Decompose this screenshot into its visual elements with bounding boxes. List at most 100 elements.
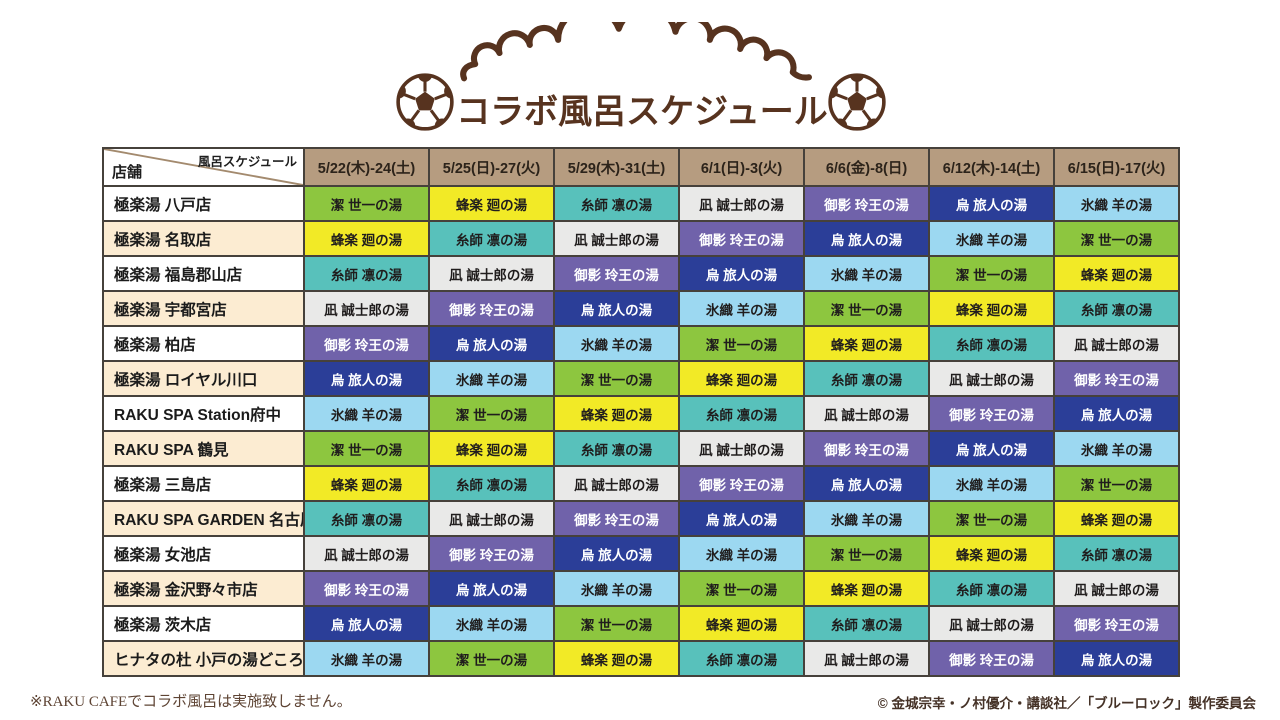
header-row: 風呂スケジュール 店舗 5/22(木)-24(土) 5/25(日)-27(火) … xyxy=(102,147,1180,187)
schedule-cell: 糸師 凛の湯 xyxy=(553,430,680,467)
store-cell: 極楽湯 宇都宮店 xyxy=(102,290,305,327)
soccer-ball-icon xyxy=(828,73,886,131)
schedule-cell: 蜂楽 廻の湯 xyxy=(1053,255,1180,292)
schedule-cell: 烏 旅人の湯 xyxy=(428,325,555,362)
table-row: 極楽湯 名取店 蜂楽 廻の湯 糸師 凛の湯凪 誠士郎の湯 御影 玲王の湯烏 旅人の湯氷… xyxy=(102,220,1180,257)
schedule-cell: 烏 旅人の湯 xyxy=(553,290,680,327)
schedule-cell: 潔 世一の湯 xyxy=(678,325,805,362)
schedule-cell: 糸師 凛の湯 xyxy=(303,500,430,537)
table-row: RAKU SPA Station府中 氷織 羊の湯潔 世一の湯 蜂楽 廻の湯 糸師 凛… xyxy=(102,395,1180,432)
schedule-cell: 糸師 凛の湯 xyxy=(428,465,555,502)
schedule-cell: 氷織 羊の湯 xyxy=(428,360,555,397)
schedule-cell: 蜂楽 廻の湯 xyxy=(553,640,680,677)
store-cell: 極楽湯 柏店 xyxy=(102,325,305,362)
schedule-cell: 潔 世一の湯 xyxy=(1053,220,1180,257)
schedule-cell: 烏 旅人の湯 xyxy=(428,570,555,607)
store-cell: RAKU SPA 鶴見 xyxy=(102,430,305,467)
schedule-cell: 氷織 羊の湯 xyxy=(553,570,680,607)
schedule-cell: 烏 旅人の湯 xyxy=(303,360,430,397)
schedule-cell: 氷織 羊の湯 xyxy=(803,255,930,292)
schedule-cell: 御影 玲王の湯 xyxy=(553,500,680,537)
schedule-cell: 御影 玲王の湯 xyxy=(1053,360,1180,397)
store-cell: 極楽湯 三島店 xyxy=(102,465,305,502)
schedule-cell: 凪 誠士郎の湯 xyxy=(803,640,930,677)
schedule-cell: 凪 誠士郎の湯 xyxy=(678,185,805,222)
schedule-table: 風呂スケジュール 店舗 5/22(木)-24(土) 5/25(日)-27(火) … xyxy=(102,147,1180,677)
store-cell: RAKU SPA GARDEN 名古屋 xyxy=(102,500,305,537)
schedule-cell: 潔 世一の湯 xyxy=(303,185,430,222)
schedule-cell: 氷織 羊の湯 xyxy=(678,290,805,327)
schedule-cell: 潔 世一の湯 xyxy=(428,395,555,432)
schedule-cell: 潔 世一の湯 xyxy=(553,605,680,642)
schedule-cell: 糸師 凛の湯 xyxy=(1053,535,1180,572)
footer-note: ※RAKU CAFEでコラボ風呂は実施致しません。 xyxy=(30,694,352,710)
schedule-cell: 烏 旅人の湯 xyxy=(678,255,805,292)
schedule-cell: 氷織 羊の湯 xyxy=(303,640,430,677)
schedule-cell: 烏 旅人の湯 xyxy=(928,430,1055,467)
schedule-cell: 凪 誠士郎の湯 xyxy=(803,395,930,432)
table-row: 極楽湯 福島郡山店 糸師 凛の湯凪 誠士郎の湯 御影 玲王の湯烏 旅人の湯 氷織 羊の… xyxy=(102,255,1180,292)
schedule-cell: 烏 旅人の湯 xyxy=(803,220,930,257)
schedule-cell: 凪 誠士郎の湯 xyxy=(303,290,430,327)
column-header-date: 6/6(金)-8(日) xyxy=(803,147,930,187)
store-cell: 極楽湯 女池店 xyxy=(102,535,305,572)
schedule-cell: 御影 玲王の湯 xyxy=(803,430,930,467)
corner-label-schedule: 風呂スケジュール xyxy=(197,155,297,169)
store-cell: 極楽湯 茨木店 xyxy=(102,605,305,642)
table-row: 極楽湯 柏店 御影 玲王の湯烏 旅人の湯 氷織 羊の湯潔 世一の湯 蜂楽 廻の湯 糸師 … xyxy=(102,325,1180,362)
schedule-cell: 蜂楽 廻の湯 xyxy=(303,220,430,257)
schedule-cell: 氷織 羊の湯 xyxy=(928,465,1055,502)
schedule-cell: 糸師 凛の湯 xyxy=(803,360,930,397)
schedule-cell: 潔 世一の湯 xyxy=(1053,465,1180,502)
schedule-cell: 氷織 羊の湯 xyxy=(678,535,805,572)
schedule-cell: 糸師 凛の湯 xyxy=(1053,290,1180,327)
schedule-cell: 氷織 羊の湯 xyxy=(928,220,1055,257)
table-row: 極楽湯 宇都宮店凪 誠士郎の湯 御影 玲王の湯烏 旅人の湯 氷織 羊の湯潔 世一の湯… xyxy=(102,290,1180,327)
schedule-cell: 凪 誠士郎の湯 xyxy=(1053,570,1180,607)
schedule-cell: 蜂楽 廻の湯 xyxy=(803,570,930,607)
schedule-cell: 蜂楽 廻の湯 xyxy=(1053,500,1180,537)
schedule-cell: 氷織 羊の湯 xyxy=(1053,430,1180,467)
schedule-cell: 潔 世一の湯 xyxy=(303,430,430,467)
table-row: RAKU SPA 鶴見潔 世一の湯 蜂楽 廻の湯 糸師 凛の湯凪 誠士郎の湯 御影 玲… xyxy=(102,430,1180,467)
schedule-cell: 凪 誠士郎の湯 xyxy=(928,605,1055,642)
schedule-cell: 烏 旅人の湯 xyxy=(1053,395,1180,432)
schedule-cell: 御影 玲王の湯 xyxy=(928,640,1055,677)
column-header-date: 6/12(木)-14(土) xyxy=(928,147,1055,187)
corner-diagonal-line xyxy=(105,150,302,184)
schedule-cell: 潔 世一の湯 xyxy=(803,290,930,327)
schedule-cell: 凪 誠士郎の湯 xyxy=(928,360,1055,397)
schedule-cell: 烏 旅人の湯 xyxy=(303,605,430,642)
store-cell: 極楽湯 福島郡山店 xyxy=(102,255,305,292)
column-header-date: 5/29(木)-31(土) xyxy=(553,147,680,187)
store-cell: 極楽湯 ロイヤル川口 xyxy=(102,360,305,397)
schedule-cell: 氷織 羊の湯 xyxy=(803,500,930,537)
table-row: 極楽湯 金沢野々市店 御影 玲王の湯烏 旅人の湯 氷織 羊の湯潔 世一の湯 蜂楽 廻の… xyxy=(102,570,1180,607)
schedule-cell: 蜂楽 廻の湯 xyxy=(803,325,930,362)
schedule-cell: 糸師 凛の湯 xyxy=(928,570,1055,607)
schedule-cell: 潔 世一の湯 xyxy=(928,255,1055,292)
schedule-cell: 氷織 羊の湯 xyxy=(1053,185,1180,222)
schedule-cell: 御影 玲王の湯 xyxy=(1053,605,1180,642)
schedule-cell: 潔 世一の湯 xyxy=(803,535,930,572)
schedule-cell: 御影 玲王の湯 xyxy=(428,535,555,572)
store-cell: ヒナタの杜 小戸の湯どころ xyxy=(102,640,305,677)
schedule-cell: 烏 旅人の湯 xyxy=(1053,640,1180,677)
schedule-cell: 糸師 凛の湯 xyxy=(553,185,680,222)
table-row: ヒナタの杜 小戸の湯どころ 氷織 羊の湯潔 世一の湯 蜂楽 廻の湯 糸師 凛の湯凪 誠… xyxy=(102,640,1180,677)
page-title: コラボ風呂スケジュール xyxy=(456,93,828,131)
schedule-cell: 凪 誠士郎の湯 xyxy=(428,255,555,292)
schedule-cell: 糸師 凛の湯 xyxy=(428,220,555,257)
store-cell: 極楽湯 八戸店 xyxy=(102,185,305,222)
schedule-cell: 蜂楽 廻の湯 xyxy=(928,535,1055,572)
schedule-cell: 潔 世一の湯 xyxy=(553,360,680,397)
schedule-cell: 凪 誠士郎の湯 xyxy=(678,430,805,467)
table-row: 極楽湯 ロイヤル川口烏 旅人の湯 氷織 羊の湯潔 世一の湯 蜂楽 廻の湯 糸師 凛の湯… xyxy=(102,360,1180,397)
schedule-cell: 烏 旅人の湯 xyxy=(553,535,680,572)
schedule-cell: 御影 玲王の湯 xyxy=(678,465,805,502)
schedule-cell: 御影 玲王の湯 xyxy=(428,290,555,327)
schedule-cell: 烏 旅人の湯 xyxy=(928,185,1055,222)
schedule-cell: 蜂楽 廻の湯 xyxy=(678,360,805,397)
schedule-cell: 潔 世一の湯 xyxy=(428,640,555,677)
schedule-cell: 糸師 凛の湯 xyxy=(678,640,805,677)
